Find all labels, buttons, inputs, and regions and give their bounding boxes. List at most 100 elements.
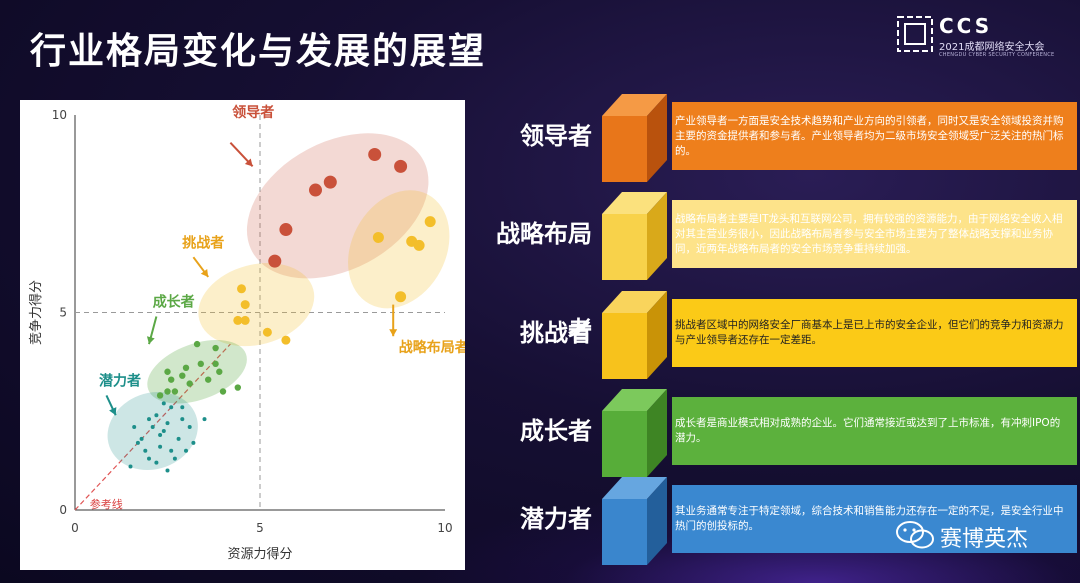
x-tick-label: 10 bbox=[437, 521, 452, 535]
segment-cube-icon bbox=[602, 192, 1077, 280]
segment-leader: 领导者 产业领导者一方面是安全技术趋势和产业方向的引领者，同时又是安全领域投资并购… bbox=[480, 88, 1080, 184]
segment-cube-icon bbox=[602, 389, 1077, 477]
data-point bbox=[368, 148, 382, 161]
data-point bbox=[180, 405, 185, 410]
data-point bbox=[161, 429, 166, 433]
data-point bbox=[233, 315, 243, 325]
label-arrowhead bbox=[244, 158, 253, 167]
label-arrowhead bbox=[109, 407, 117, 416]
data-point bbox=[176, 436, 181, 441]
data-point bbox=[240, 315, 250, 325]
logo-name: 2021成都网络安全大会 bbox=[939, 42, 1045, 53]
segment-label: 潜力者 bbox=[520, 505, 592, 533]
data-point bbox=[158, 432, 163, 437]
segment-label: 挑战者 bbox=[520, 319, 592, 347]
data-point bbox=[182, 364, 190, 371]
cube-side-face bbox=[647, 389, 667, 477]
cube-front-face bbox=[602, 214, 647, 280]
label-arrowhead bbox=[146, 336, 155, 345]
data-point bbox=[394, 159, 408, 173]
data-point bbox=[193, 340, 201, 348]
segment-panel bbox=[672, 485, 1077, 553]
data-point bbox=[169, 448, 174, 453]
x-tick-label: 5 bbox=[256, 521, 264, 535]
label-strategic: 战略布局者 bbox=[399, 339, 465, 356]
cube-front-face bbox=[602, 411, 647, 477]
segment-panel bbox=[672, 200, 1077, 268]
segment-cube-icon bbox=[602, 477, 1077, 565]
data-point bbox=[135, 440, 140, 445]
data-point bbox=[262, 327, 272, 337]
data-point bbox=[202, 417, 207, 422]
segment-panel bbox=[672, 102, 1077, 170]
data-point bbox=[216, 368, 223, 375]
segment-strategic: 战略布局者 战略布局者主要是IT龙头和互联网公司，拥有较强的资源能力，由于网络安全… bbox=[480, 186, 1080, 344]
label-challenger: 挑战者 bbox=[182, 234, 224, 251]
data-point bbox=[165, 468, 170, 473]
quadrant-chart: 0 5 10 0 5 10 资源力得分 竞争力得分 参考线 领导者 战略布局者 挑战者 成长者 潜力者 bbox=[20, 100, 465, 570]
data-point bbox=[161, 401, 166, 406]
data-point bbox=[281, 335, 291, 345]
page-title: 行业格局变化与发展的展望 bbox=[30, 31, 487, 72]
data-point bbox=[279, 223, 293, 237]
data-point bbox=[413, 239, 425, 251]
label-potential: 潜力者 bbox=[99, 373, 141, 390]
segment-cube-icon bbox=[602, 94, 1077, 182]
data-point bbox=[171, 388, 179, 395]
y-tick-label: 5 bbox=[59, 306, 67, 320]
label-arrowhead bbox=[389, 329, 398, 337]
segment-label: 成长者 bbox=[520, 417, 592, 445]
segment-description: 成长者是商业模式相对成熟的企业。它们通常接近或达到了上市标准，有冲刺IPO的潜力… bbox=[675, 417, 1061, 444]
watermark-text: 赛博英杰 bbox=[940, 527, 1029, 552]
logo-mark-text: CCS bbox=[939, 14, 993, 38]
data-point bbox=[268, 254, 282, 268]
logo-mark-icon bbox=[897, 16, 933, 52]
data-point bbox=[158, 444, 163, 449]
cube-side-face bbox=[647, 477, 667, 565]
segment-cube-icon bbox=[602, 291, 1077, 379]
cube-top-face bbox=[602, 94, 667, 116]
segment-potential: 潜力者 其业务通常专注于特定领域，综合技术和销售能力还存在一定的不足，是安全行业中… bbox=[480, 471, 1080, 567]
segment-challenger: 挑战者 挑战者区域中的网络安全厂商基本上是已上市的安全企业，但它们的竞争力和资源力… bbox=[480, 285, 1080, 381]
cube-front-face bbox=[602, 313, 647, 379]
data-point bbox=[424, 216, 436, 228]
data-point bbox=[219, 388, 227, 395]
data-point bbox=[180, 417, 185, 422]
segment-description: 其业务通常专注于特定领域，综合技术和销售能力还存在一定的不足，是安全行业中热门的… bbox=[675, 505, 1064, 532]
data-point bbox=[184, 448, 188, 453]
wechat-watermark: 赛博英杰 bbox=[895, 518, 1065, 552]
data-point bbox=[168, 376, 175, 383]
grower-cluster bbox=[147, 339, 247, 404]
segment-description: 战略布局者主要是IT龙头和互联网公司，拥有较强的资源能力，由于网络安全收入相对其… bbox=[675, 212, 1063, 255]
data-point bbox=[154, 460, 159, 465]
cube-front-face bbox=[602, 116, 647, 182]
data-point bbox=[165, 421, 170, 426]
segment-label: 战略布局者 bbox=[496, 220, 592, 344]
data-point bbox=[147, 417, 151, 422]
data-point bbox=[234, 384, 241, 391]
data-point bbox=[154, 413, 159, 418]
data-point bbox=[179, 372, 186, 379]
data-point bbox=[132, 425, 137, 430]
segment-label: 领导者 bbox=[520, 122, 592, 150]
data-point bbox=[172, 456, 177, 461]
label-arrowhead bbox=[200, 268, 209, 277]
label-grower: 成长者 bbox=[153, 294, 195, 311]
logo-subtitle: CHENGDU CYBER SECURITY CONFERENCE bbox=[939, 52, 1055, 58]
leader-cluster bbox=[246, 133, 429, 279]
y-axis-label: 竞争力得分 bbox=[28, 280, 44, 345]
data-point bbox=[143, 448, 148, 453]
data-point bbox=[395, 291, 407, 303]
data-point bbox=[212, 344, 219, 352]
cube-top-face bbox=[602, 291, 667, 313]
cube-top-face bbox=[602, 389, 667, 411]
cube-top-face bbox=[602, 477, 667, 499]
cube-side-face bbox=[647, 192, 667, 280]
segment-grower: 成长者 成长者是商业模式相对成熟的企业。它们通常接近或达到了上市标准，有冲刺IPO… bbox=[480, 383, 1080, 479]
data-point bbox=[139, 436, 144, 441]
cube-side-face bbox=[647, 94, 667, 182]
reference-line-label: 参考线 bbox=[90, 497, 123, 511]
x-axis-label: 资源力得分 bbox=[227, 546, 292, 562]
data-point bbox=[147, 456, 151, 461]
segment-panel bbox=[672, 397, 1077, 465]
